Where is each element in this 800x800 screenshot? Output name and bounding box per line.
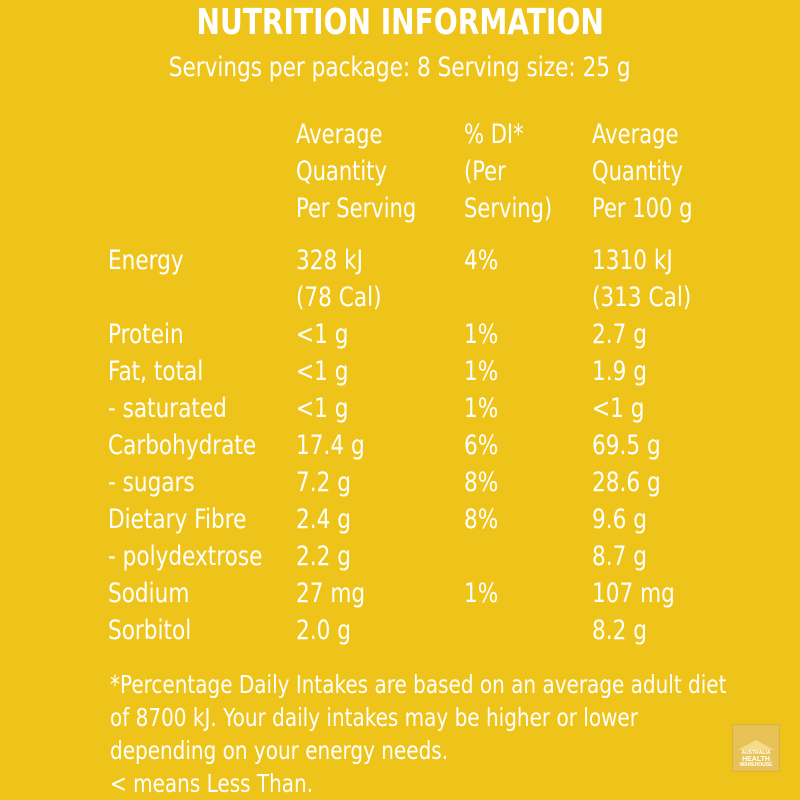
footnote: *Percentage Daily Intakes are based on a… xyxy=(110,670,727,798)
per-serving-value: 2.4 g xyxy=(296,504,351,535)
nutrient-name: - polydextrose xyxy=(108,541,263,572)
per-serving-value: 27 mg xyxy=(296,578,366,609)
table-row: Sodium 27 mg 1% 107 mg xyxy=(0,575,800,612)
per-100g-value: 2.7 g xyxy=(592,319,647,350)
table-row: Carbohydrate 17.4 g 6% 69.5 g xyxy=(0,427,800,464)
per-100g-value: <1 g xyxy=(592,393,645,424)
header-per-serving: Average Quantity Per Serving xyxy=(296,119,417,224)
per-100g-value: 9.6 g xyxy=(592,504,647,535)
per-100g-value: 8.7 g xyxy=(592,541,647,572)
header-per-100g: Average Quantity Per 100 g xyxy=(592,119,693,224)
servings-info: Servings per package: 8 Serving size: 25… xyxy=(169,52,631,83)
table-row: Protein <1 g 1% 2.7 g xyxy=(0,316,800,353)
per-100g-value: 8.2 g xyxy=(592,615,647,646)
daily-intake-value: 8% xyxy=(464,467,499,498)
per-serving-value: <1 g xyxy=(296,356,349,387)
per-100g-value: 107 mg xyxy=(592,578,675,609)
nutrient-name: Protein xyxy=(108,319,184,350)
nutrient-name: - saturated xyxy=(108,393,227,424)
house-roof-icon xyxy=(738,740,774,750)
nutrient-name: Fat, total xyxy=(108,356,204,387)
table-row: - saturated <1 g 1% <1 g xyxy=(0,390,800,427)
header-daily-intake: % DI* (Per Serving) xyxy=(464,119,553,224)
table-row: - polydextrose 2.2 g 8.7 g xyxy=(0,538,800,575)
per-serving-value: 2.2 g xyxy=(296,541,351,572)
table-row: Sorbitol 2.0 g 8.2 g xyxy=(0,612,800,649)
nutrient-name: Sorbitol xyxy=(108,615,192,646)
page-title: NUTRITION INFORMATION xyxy=(196,2,604,43)
table-row: - sugars 7.2 g 8% 28.6 g xyxy=(0,464,800,501)
table-row: Energy 328 kJ 4% 1310 kJ xyxy=(0,242,800,279)
australia-health-warehouse-logo: AUSTRALIA HEALTH WAREHOUSE xyxy=(732,724,780,772)
daily-intake-value: 1% xyxy=(464,578,499,609)
per-100g-value: (313 Cal) xyxy=(592,282,692,313)
daily-intake-value: 6% xyxy=(464,430,499,461)
per-serving-value: 2.0 g xyxy=(296,615,351,646)
per-serving-value: 328 kJ xyxy=(296,245,363,276)
daily-intake-value: 1% xyxy=(464,319,499,350)
daily-intake-value: 1% xyxy=(464,393,499,424)
table-row: Dietary Fibre 2.4 g 8% 9.6 g xyxy=(0,501,800,538)
per-serving-value: (78 Cal) xyxy=(296,282,382,313)
per-serving-value: <1 g xyxy=(296,393,349,424)
nutrient-name: - sugars xyxy=(108,467,195,498)
per-serving-value: <1 g xyxy=(296,319,349,350)
per-serving-value: 17.4 g xyxy=(296,430,365,461)
per-100g-value: 28.6 g xyxy=(592,467,661,498)
per-100g-value: 1.9 g xyxy=(592,356,647,387)
table-row: (78 Cal) (313 Cal) xyxy=(0,279,800,316)
nutrient-name: Sodium xyxy=(108,578,190,609)
daily-intake-value: 4% xyxy=(464,245,499,276)
daily-intake-value: 1% xyxy=(464,356,499,387)
per-100g-value: 69.5 g xyxy=(592,430,661,461)
per-serving-value: 7.2 g xyxy=(296,467,351,498)
nutrient-name: Energy xyxy=(108,245,184,276)
per-100g-value: 1310 kJ xyxy=(592,245,673,276)
nutrient-name: Dietary Fibre xyxy=(108,504,247,535)
table-row: Fat, total <1 g 1% 1.9 g xyxy=(0,353,800,390)
daily-intake-value: 8% xyxy=(464,504,499,535)
nutrient-name: Carbohydrate xyxy=(108,430,257,461)
